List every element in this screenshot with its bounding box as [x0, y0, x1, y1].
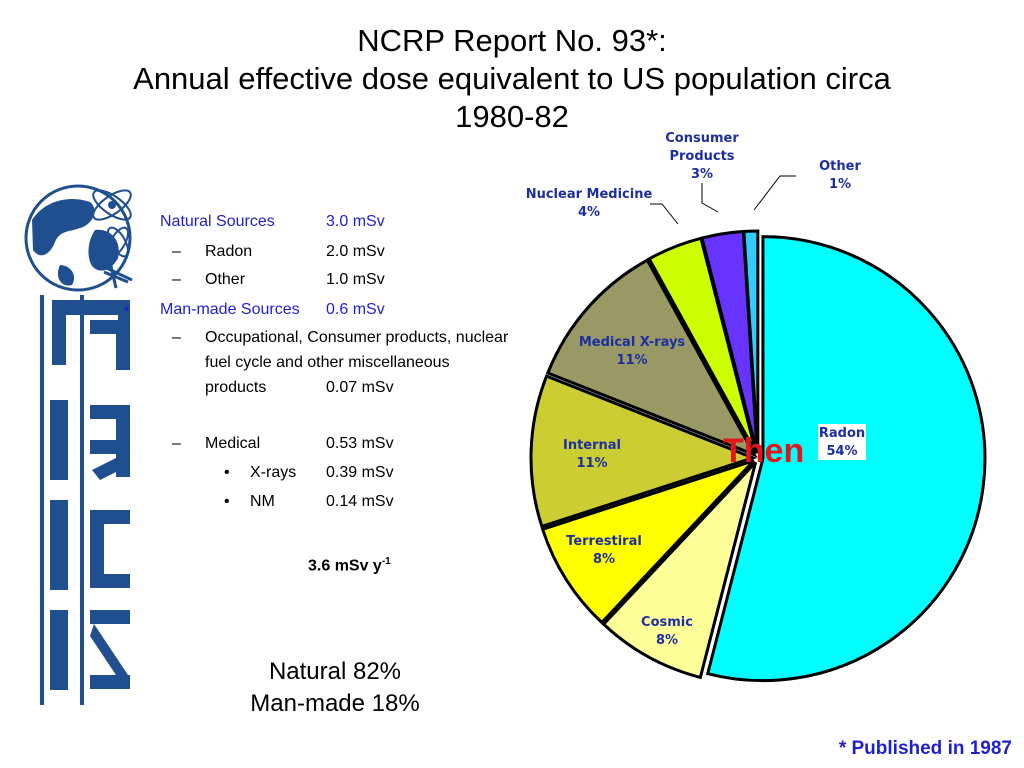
radon-label-background — [818, 424, 866, 460]
summary-natural: Natural 82% — [268, 658, 402, 685]
medical-bullet: – — [172, 435, 181, 452]
pie-label-consumer-products: Consumer Products 3% — [665, 131, 739, 182]
natural-sources-label: Natural Sources — [160, 213, 275, 230]
total-dose-text: 3.6 mSv y — [308, 557, 382, 575]
occupational-bullet: – — [172, 329, 181, 346]
pie-label-cosmic: Cosmic 8% — [641, 615, 693, 648]
xrays-bullet: • — [224, 464, 230, 481]
pie-label-nuclear-medicine: Nuclear Medicine 4% — [526, 187, 653, 220]
occupational-line-3: products — [205, 379, 267, 396]
ncrp-logo-graphic — [0, 170, 180, 725]
summary-manmade: Man-made 18% — [250, 690, 420, 717]
natural-sources-value: 3.0 mSv — [326, 213, 385, 230]
title-line-2: Annual effective dose equivalent to US p… — [133, 61, 891, 96]
leader-line — [650, 203, 679, 225]
nm-bullet: • — [224, 493, 230, 510]
then-overlay: Then — [723, 432, 804, 470]
nm-value: 0.14 mSv — [326, 493, 394, 510]
manmade-bullet: • — [124, 301, 130, 318]
pie-slice-other — [742, 229, 760, 454]
ncrp-letters — [40, 295, 130, 705]
occupational-line-2: fuel cycle and other miscellaneous — [205, 354, 450, 371]
radon-bullet: – — [172, 243, 181, 260]
total-dose-unit-exponent: -1 — [381, 556, 391, 567]
manmade-sources-value: 0.6 mSv — [326, 301, 385, 318]
occupational-line-1: Occupational, Consumer products, nuclear — [205, 329, 509, 346]
radon-label: Radon — [205, 243, 253, 260]
radon-value: 2.0 mSv — [326, 243, 385, 260]
total-dose: 3.6 mSv y-1 — [308, 556, 391, 575]
published-note: * Published in 1987 — [838, 738, 1012, 759]
title-line-3: 1980-82 — [455, 99, 569, 134]
other-label: Other — [205, 271, 246, 288]
pie-label-medical-x-rays: Medical X-rays 11% — [579, 335, 686, 368]
medical-value: 0.53 mSv — [326, 435, 394, 452]
nm-label: NM — [250, 493, 275, 510]
slide-title: NCRP Report No. 93*: Annual effective do… — [60, 22, 964, 136]
pie-label-internal: Internal 11% — [563, 438, 621, 471]
manmade-sources-label: Man-made Sources — [160, 301, 300, 318]
pie-slice-cosmic — [601, 461, 758, 680]
xrays-value: 0.39 mSv — [326, 464, 394, 481]
other-value: 1.0 mSv — [326, 271, 385, 288]
globe-icon — [24, 184, 133, 292]
pie-label-other: Other 1% — [819, 159, 861, 192]
ncrp-logo — [0, 170, 180, 725]
summary: Natural 82% Man-made 18% — [230, 656, 440, 720]
pie-slice-internal — [529, 374, 758, 529]
pie-slice-terrestiral — [540, 459, 755, 625]
title-line-1: NCRP Report No. 93*: — [357, 23, 667, 58]
pie-label-radon: Radon 54% — [819, 426, 865, 459]
occupational-value: 0.07 mSv — [326, 379, 394, 396]
leader-line — [753, 175, 796, 211]
leader-line — [701, 183, 719, 213]
pie-label-terrestiral: Terrestiral 8% — [566, 534, 642, 567]
medical-label: Medical — [205, 435, 261, 452]
other-bullet: – — [172, 271, 181, 288]
xrays-label: X-rays — [250, 464, 297, 481]
pie-slice-medical-x-rays — [545, 258, 758, 458]
